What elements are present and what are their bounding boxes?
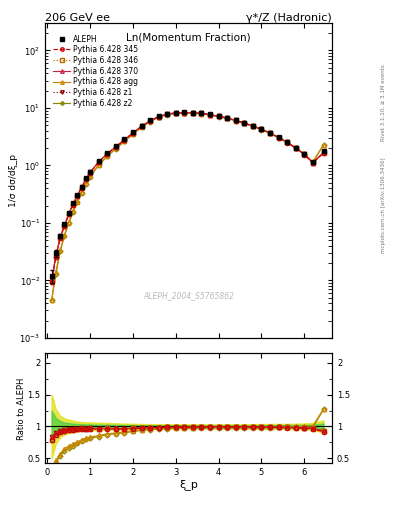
Text: ALEPH_2004_S5765862: ALEPH_2004_S5765862: [143, 291, 234, 300]
Text: Rivet 3.1.10, ≥ 3.1M events: Rivet 3.1.10, ≥ 3.1M events: [381, 64, 386, 141]
Text: γ*/Z (Hadronic): γ*/Z (Hadronic): [246, 13, 332, 23]
Y-axis label: 1/σ dσ/dξ_p: 1/σ dσ/dξ_p: [9, 154, 18, 207]
Text: Ln(Momentum Fraction): Ln(Momentum Fraction): [126, 32, 251, 42]
X-axis label: ξ_p: ξ_p: [179, 479, 198, 489]
Text: 206 GeV ee: 206 GeV ee: [45, 13, 110, 23]
Legend: ALEPH, Pythia 6.428 345, Pythia 6.428 346, Pythia 6.428 370, Pythia 6.428 agg, P: ALEPH, Pythia 6.428 345, Pythia 6.428 34…: [52, 33, 140, 109]
Y-axis label: Ratio to ALEPH: Ratio to ALEPH: [17, 377, 26, 439]
Text: mcplots.cern.ch [arXiv:1306.3436]: mcplots.cern.ch [arXiv:1306.3436]: [381, 157, 386, 252]
